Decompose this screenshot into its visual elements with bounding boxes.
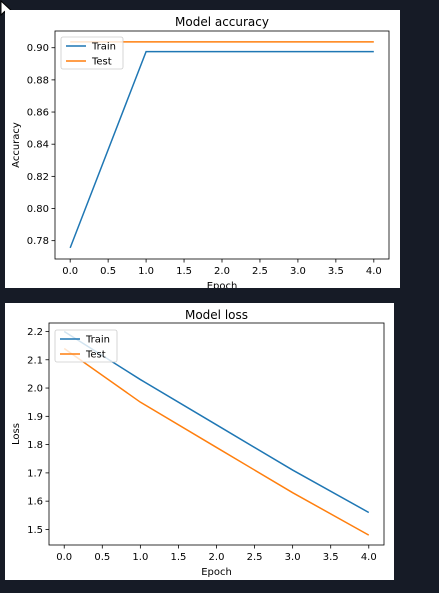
loss-x-tick-label: 4.0 <box>361 552 377 563</box>
accuracy-legend-label-train: Train <box>91 42 116 53</box>
loss-y-tick-label: 1.7 <box>27 468 43 479</box>
accuracy-legend: Train Test <box>60 36 124 70</box>
loss-y-tick-label: 2.2 <box>27 327 43 338</box>
loss-y-tick-label: 1.6 <box>27 497 43 508</box>
accuracy-series-line-train <box>69 50 374 249</box>
loss-legend-label-train: Train <box>85 335 110 346</box>
accuracy-x-tick-label: 1.5 <box>176 266 192 277</box>
loss-x-tick-label: 0.0 <box>56 552 72 563</box>
loss-y-tick-label: 1.9 <box>27 412 43 423</box>
accuracy-x-tick-label: 3.0 <box>290 266 306 277</box>
loss-y-axis-label: Loss <box>11 423 22 445</box>
loss-legend: Train Test <box>54 329 118 363</box>
loss-y-tick-label: 2.1 <box>27 355 43 366</box>
accuracy-y-axis-label: Accuracy <box>11 122 22 168</box>
accuracy-x-tick-label: 2.0 <box>214 266 230 277</box>
loss-y-tick-label: 1.5 <box>27 525 43 536</box>
accuracy-y-tick-label: 0.82 <box>27 172 49 183</box>
accuracy-x-tick-label: 0.5 <box>100 266 116 277</box>
accuracy-x-tick-label: 4.0 <box>366 266 382 277</box>
loss-y-tick-label: 1.8 <box>27 440 43 451</box>
accuracy-x-tick-label: 3.5 <box>328 266 344 277</box>
loss-y-tick-label: 2.0 <box>27 384 43 395</box>
loss-x-axis-label: Epoch <box>201 567 232 578</box>
accuracy-legend-label-test: Test <box>91 57 112 68</box>
accuracy-x-tick-label: 2.5 <box>252 266 268 277</box>
loss-x-tick-label: 3.5 <box>323 552 339 563</box>
loss-legend-label-test: Test <box>85 350 106 361</box>
loss-x-tick-label: 1.5 <box>170 552 186 563</box>
loss-series-line-test <box>63 347 370 536</box>
accuracy-chart-title: Model accuracy <box>175 15 269 29</box>
accuracy-x-axis-label: Epoch <box>207 281 238 288</box>
loss-x-tick-label: 1.0 <box>132 552 148 563</box>
loss-x-tick-label: 0.5 <box>94 552 110 563</box>
accuracy-y-tick-label: 0.90 <box>27 43 49 54</box>
accuracy-y-tick-label: 0.80 <box>27 204 49 215</box>
accuracy-x-tick-label: 1.0 <box>138 266 154 277</box>
accuracy-y-tick-label: 0.86 <box>27 108 49 119</box>
accuracy-y-tick-label: 0.88 <box>27 75 49 86</box>
accuracy-y-tick-label: 0.78 <box>27 236 49 247</box>
accuracy-y-tick-label: 0.84 <box>27 140 49 151</box>
loss-x-tick-label: 3.0 <box>285 552 301 563</box>
loss-chart-figure: Model loss 0.0 0.5 1.0 1.5 2.0 2.5 3.0 3.5 4.0 1.5… <box>5 303 394 580</box>
loss-chart: Model loss 0.0 0.5 1.0 1.5 2.0 2.5 3.0 3.5 4.0 1.5… <box>11 308 385 578</box>
loss-chart-title: Model loss <box>185 308 248 322</box>
loss-x-tick-label: 2.0 <box>209 552 225 563</box>
loss-x-tick-label: 2.5 <box>247 552 263 563</box>
loss-series-line-train <box>63 330 370 514</box>
accuracy-x-tick-label: 0.0 <box>62 266 78 277</box>
accuracy-chart: Model accuracy 0.0 0.5 1.0 1.5 2.0 2.5 3.0 3.5 4.… <box>11 15 390 288</box>
accuracy-chart-figure: Model accuracy 0.0 0.5 1.0 1.5 2.0 2.5 3.0 3.5 4.… <box>5 10 400 288</box>
